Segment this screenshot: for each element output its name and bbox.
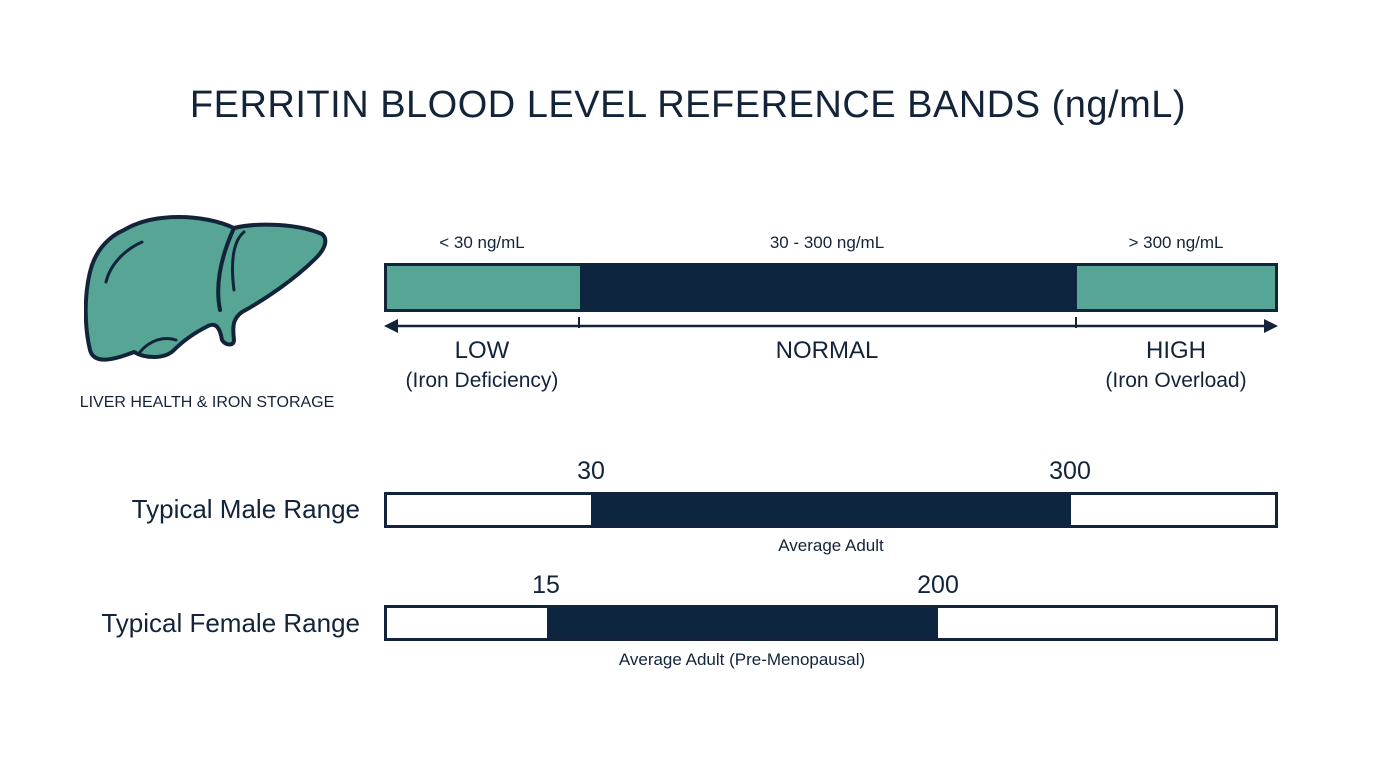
- female-range-fill: [546, 608, 938, 638]
- female-range-label: Typical Female Range: [101, 608, 360, 638]
- male-range-bar: [384, 492, 1278, 528]
- category-normal: NORMAL: [775, 337, 879, 364]
- reference-band-bar: [384, 263, 1278, 312]
- band-segment-high: [1076, 266, 1275, 309]
- female-range-bar: [384, 605, 1278, 641]
- male-range-fill: [591, 495, 1071, 525]
- female-range-low-value: 15: [532, 571, 560, 599]
- male-range-high-value: 300: [1049, 457, 1091, 485]
- band-range-label-low: < 30 ng/mL: [439, 233, 525, 252]
- page-title: FERRITIN BLOOD LEVEL REFERENCE BANDS (ng…: [189, 84, 1187, 126]
- liver-caption: LIVER HEALTH & IRON STORAGE: [79, 394, 335, 411]
- band-range-label-normal: 30 - 300 ng/mL: [769, 233, 885, 252]
- category-high-description: (Iron Overload): [1105, 369, 1247, 392]
- category-low: LOW: [454, 337, 510, 364]
- band-segment-normal: [579, 266, 1077, 309]
- band-axis: [384, 317, 1278, 333]
- band-segment-low: [387, 266, 580, 309]
- male-range-low-value: 30: [577, 457, 605, 485]
- liver-icon: [84, 215, 328, 362]
- category-low-description: (Iron Deficiency): [405, 369, 559, 392]
- male-range-note: Average Adult: [778, 536, 884, 555]
- female-range-high-value: 200: [917, 571, 959, 599]
- female-range-note: Average Adult (Pre-Menopausal): [618, 650, 866, 669]
- category-high: HIGH: [1146, 337, 1206, 364]
- band-range-label-high: > 300 ng/mL: [1128, 233, 1224, 252]
- male-range-label: Typical Male Range: [131, 494, 360, 524]
